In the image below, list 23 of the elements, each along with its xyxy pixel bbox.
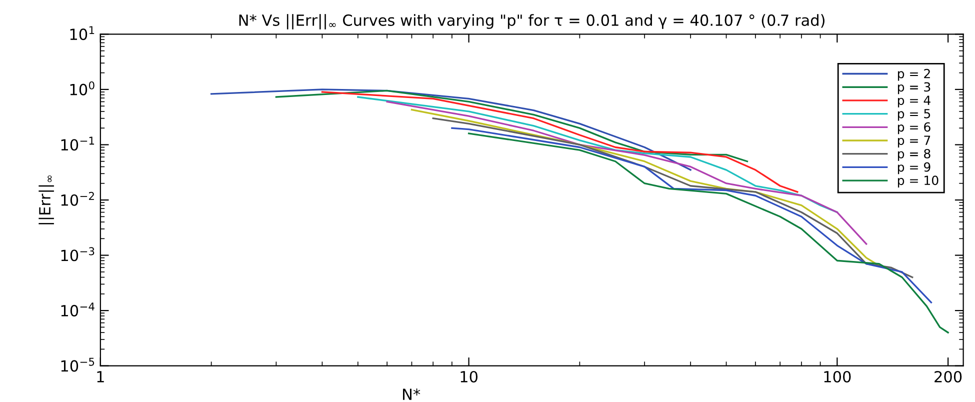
x-axis-title: N*: [403, 388, 420, 400]
y-tick-label: 10$^{−4}$: [61, 302, 94, 316]
y-tick-label: 10$^{−1}$: [61, 136, 94, 151]
legend-label: p = 3: [898, 82, 930, 94]
y-axis-title: ||Err||$_{∞}$: [38, 175, 54, 224]
y-tick-label: 10$^{−3}$: [61, 247, 94, 262]
legend-label: p = 7: [898, 136, 930, 148]
chart-title: N* Vs ||Err||$_{∞}$ Curves with varying "p" for τ = 0.01 and γ = 40.107 ° (0.7 rad): [239, 14, 824, 30]
legend-label: p = 2: [898, 68, 930, 81]
legend-label: p = 4: [898, 96, 930, 108]
x-tick-label: 10: [460, 370, 478, 383]
legend-label: p = 10: [898, 176, 938, 188]
legend-label: p = 5: [898, 109, 930, 121]
x-tick-label: 1: [97, 371, 104, 382]
x-tick-label: 100: [824, 370, 851, 383]
y-tick-label: 10$^{1}$: [70, 26, 94, 40]
x-tick-label: 200: [934, 370, 962, 383]
y-tick-label: 10$^{−2}$: [61, 192, 94, 206]
legend-label: p = 9: [898, 162, 930, 174]
legend-label: p = 8: [898, 148, 930, 161]
y-tick-label: 10$^{−5}$: [61, 358, 94, 372]
y-tick-label: 10$^{0}$: [70, 81, 94, 96]
legend-label: p = 6: [898, 122, 930, 134]
